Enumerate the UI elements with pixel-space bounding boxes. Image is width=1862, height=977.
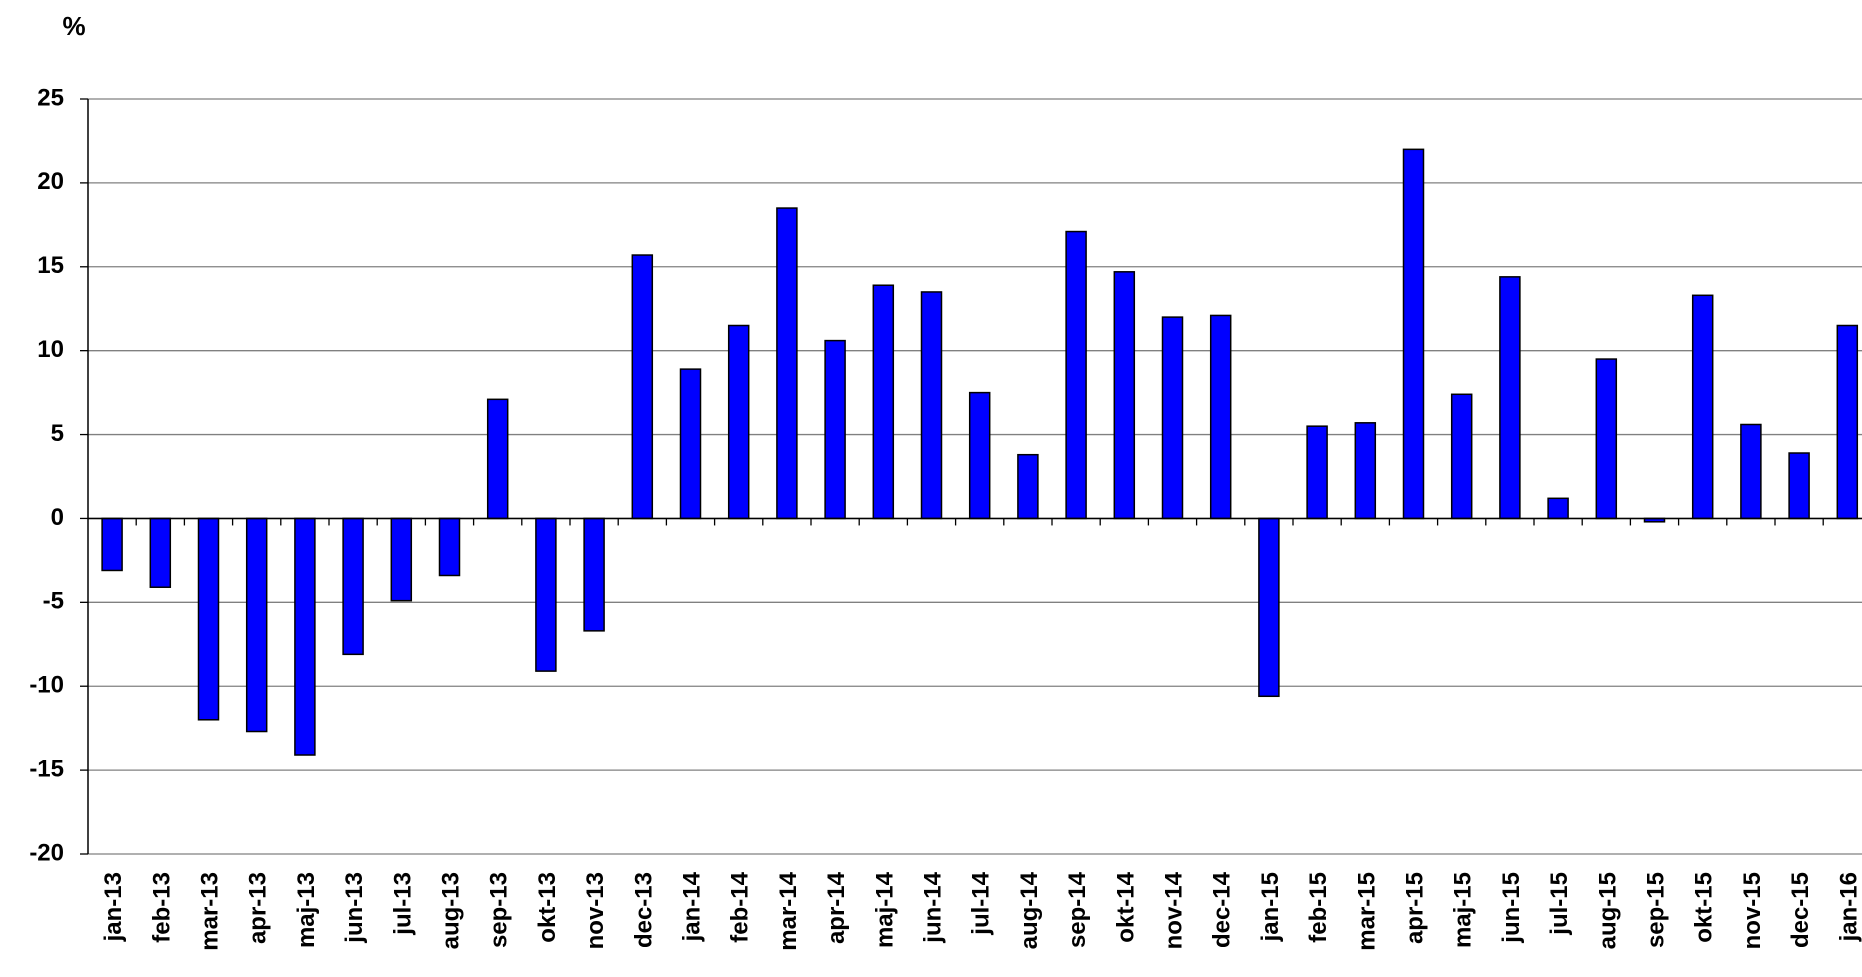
x-tick-label: jul-14 bbox=[968, 871, 995, 935]
y-tick-label: 25 bbox=[37, 84, 64, 111]
y-tick-label: 20 bbox=[37, 168, 64, 195]
bar bbox=[390, 517, 413, 602]
bar bbox=[872, 284, 895, 520]
x-tick-label: dec-13 bbox=[630, 872, 657, 948]
bar bbox=[1113, 271, 1136, 520]
bar bbox=[294, 517, 316, 756]
x-tick-label: feb-15 bbox=[1305, 872, 1332, 943]
bar bbox=[1209, 314, 1232, 520]
y-axis-label: % bbox=[62, 11, 85, 41]
bar bbox=[679, 368, 702, 520]
x-tick-label: okt-15 bbox=[1691, 872, 1718, 943]
bar bbox=[824, 339, 846, 520]
bar bbox=[438, 517, 461, 577]
bar bbox=[1499, 276, 1521, 520]
bar bbox=[1402, 148, 1425, 520]
x-tick-label: jul-13 bbox=[389, 872, 416, 936]
x-tick-label: sep-14 bbox=[1064, 871, 1091, 948]
y-tick-label: 5 bbox=[51, 420, 64, 447]
bar bbox=[631, 254, 654, 520]
x-tick-label: maj-14 bbox=[871, 871, 898, 948]
bar bbox=[1450, 393, 1473, 520]
x-tick-label: okt-13 bbox=[534, 872, 561, 943]
bar bbox=[101, 517, 123, 572]
bar bbox=[1306, 425, 1328, 520]
bar bbox=[535, 517, 557, 672]
y-tick-label: 0 bbox=[51, 504, 64, 531]
x-tick-label: mar-15 bbox=[1353, 872, 1380, 951]
x-tick-label: apr-15 bbox=[1402, 872, 1429, 944]
bar bbox=[776, 207, 798, 520]
y-tick-label: -20 bbox=[29, 839, 64, 866]
bar bbox=[197, 517, 220, 721]
x-tick-label: mar-14 bbox=[775, 871, 802, 950]
x-tick-label: mar-13 bbox=[197, 872, 224, 951]
bar bbox=[968, 391, 991, 520]
x-tick-label: aug-13 bbox=[438, 872, 465, 949]
x-tick-label: nov-13 bbox=[582, 872, 609, 949]
x-tick-label: jun-13 bbox=[341, 872, 368, 944]
x-tick-label: jan-14 bbox=[679, 871, 706, 942]
bar bbox=[1740, 423, 1762, 520]
y-tick-label: -15 bbox=[29, 755, 64, 782]
bar bbox=[342, 517, 364, 656]
x-tick-label: apr-14 bbox=[823, 871, 850, 944]
bar bbox=[486, 398, 509, 520]
x-tick-label: jan-15 bbox=[1257, 872, 1284, 942]
bar bbox=[727, 324, 750, 520]
x-tick-label: maj-15 bbox=[1450, 872, 1477, 948]
x-tick-label: okt-14 bbox=[1112, 871, 1139, 942]
x-tick-label: maj-13 bbox=[293, 872, 320, 948]
bar bbox=[1788, 452, 1810, 520]
y-tick-label: -10 bbox=[29, 672, 64, 699]
x-tick-label: aug-14 bbox=[1016, 871, 1043, 949]
x-tick-label: jan-16 bbox=[1835, 872, 1862, 942]
x-tick-label: sep-15 bbox=[1643, 872, 1670, 948]
bar bbox=[1161, 316, 1184, 520]
x-tick-label: jan-13 bbox=[100, 872, 127, 942]
y-tick-label: -5 bbox=[43, 588, 64, 615]
x-tick-label: jun-15 bbox=[1498, 872, 1525, 944]
y-tick-label: 10 bbox=[37, 336, 64, 363]
bar bbox=[1836, 324, 1859, 520]
y-tick-label: 15 bbox=[37, 252, 64, 279]
bar bbox=[1547, 497, 1569, 520]
x-tick-label: apr-13 bbox=[245, 872, 272, 944]
bar bbox=[1595, 358, 1618, 520]
x-tick-label: dec-14 bbox=[1209, 871, 1236, 948]
bar bbox=[1065, 230, 1087, 520]
bar bbox=[583, 517, 605, 632]
bar bbox=[920, 291, 943, 520]
x-tick-label: sep-13 bbox=[486, 872, 513, 948]
x-tick-label: feb-14 bbox=[727, 871, 754, 942]
x-tick-label: nov-15 bbox=[1739, 872, 1766, 949]
x-tick-label: feb-13 bbox=[148, 872, 175, 943]
x-tick-label: aug-15 bbox=[1594, 872, 1621, 949]
x-tick-label: dec-15 bbox=[1787, 872, 1814, 948]
bar bbox=[1354, 422, 1377, 520]
bar bbox=[149, 517, 172, 588]
x-tick-label: jul-15 bbox=[1546, 872, 1573, 936]
bar bbox=[1691, 294, 1714, 520]
bar bbox=[1017, 453, 1039, 520]
bar bbox=[245, 517, 268, 733]
bar bbox=[1258, 517, 1280, 698]
x-tick-label: jun-14 bbox=[920, 871, 947, 943]
x-tick-label: nov-14 bbox=[1161, 871, 1188, 949]
